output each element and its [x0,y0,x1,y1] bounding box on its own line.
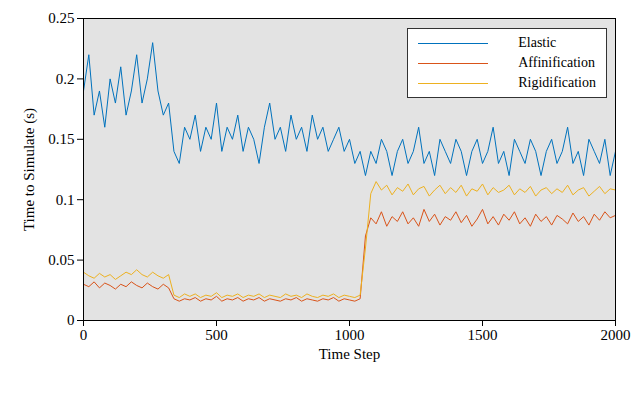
html-text:Elastic: Elastic [518,35,557,50]
svg-text:0.25: 0.25 [48,10,74,26]
svg-text:0.05: 0.05 [48,252,74,268]
svg-text:0: 0 [80,327,88,343]
svg-text:Time Step: Time Step [319,346,381,362]
svg-text:Time to Simulate (s): Time to Simulate (s) [21,108,38,231]
svg-text:0.2: 0.2 [56,71,75,87]
svg-text:0.1: 0.1 [56,192,75,208]
svg-text:0.15: 0.15 [48,131,74,147]
svg-text:2000: 2000 [601,327,631,343]
html-text:Affinification: Affinification [518,55,595,70]
svg-text:500: 500 [205,327,228,343]
svg-text:1500: 1500 [468,327,498,343]
svg-text:0: 0 [67,312,75,328]
html-text:Rigidification: Rigidification [518,75,596,90]
svg-text:1000: 1000 [335,327,365,343]
